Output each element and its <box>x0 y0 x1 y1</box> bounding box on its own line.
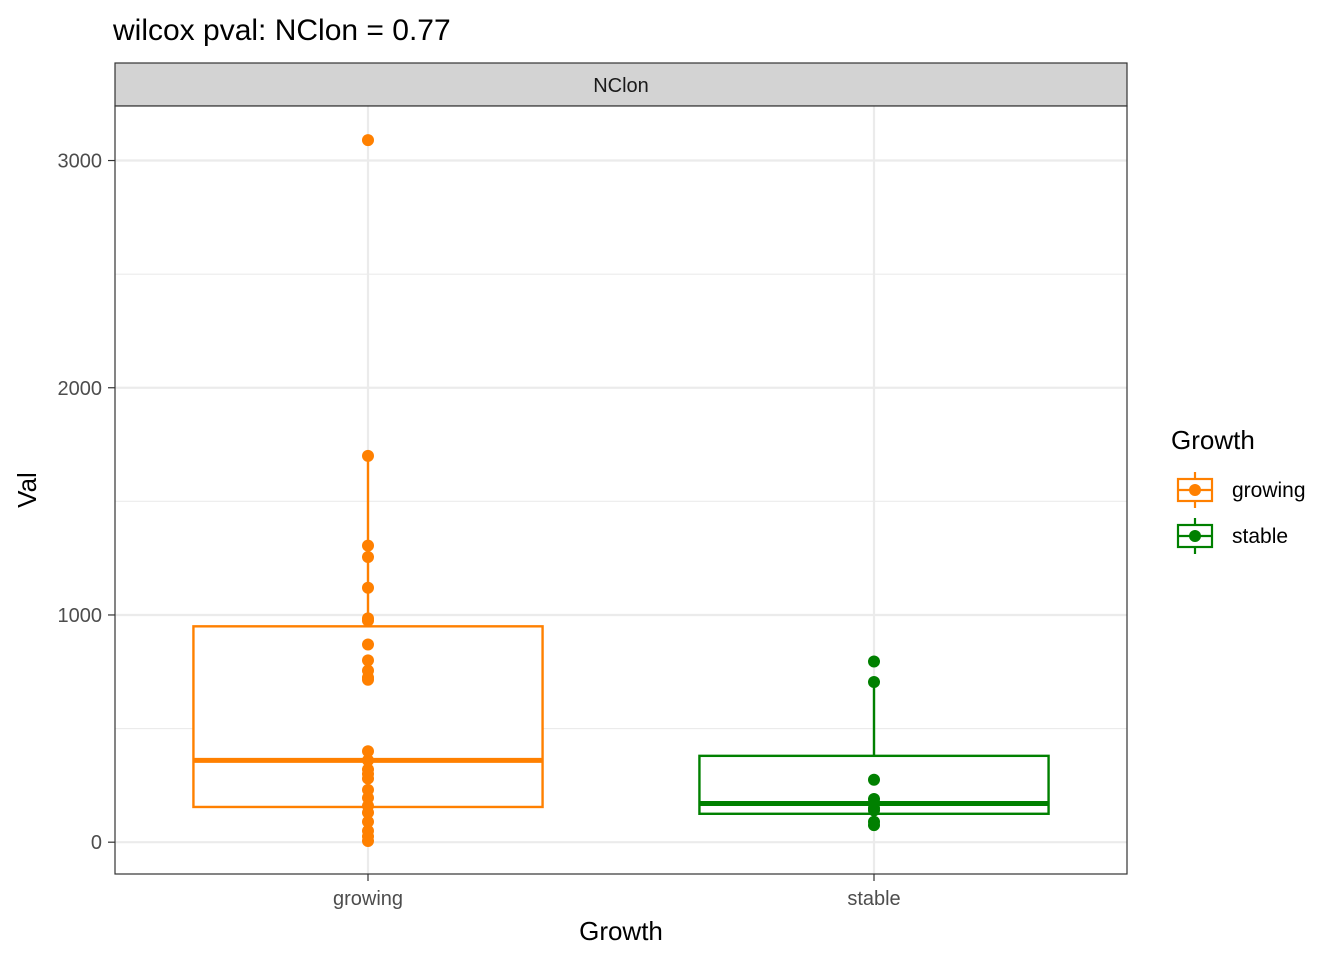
legend-label: stable <box>1232 525 1288 548</box>
chart-title: wilcox pval: NClon = 0.77 <box>112 14 451 47</box>
facet-label: NClon <box>593 75 649 97</box>
data-point <box>362 638 374 651</box>
box-group <box>698 655 1050 832</box>
data-point <box>362 654 374 667</box>
legend-label: growing <box>1232 479 1306 502</box>
legend-key <box>1176 472 1214 508</box>
data-point <box>362 806 374 819</box>
x-axis: growing stable <box>333 874 901 910</box>
data-point <box>362 581 374 594</box>
data-point <box>362 614 374 627</box>
x-tick-label: stable <box>847 888 900 910</box>
data-point <box>362 815 374 828</box>
x-axis-title: Growth <box>579 916 663 946</box>
y-axis-title: Val <box>12 472 42 508</box>
y-tick-label: 1000 <box>58 605 103 627</box>
data-point <box>362 551 374 564</box>
data-point <box>362 754 374 767</box>
data-point <box>868 676 880 688</box>
legend-key <box>1176 518 1214 554</box>
legend-title: Growth <box>1171 425 1255 455</box>
x-tick-label: growing <box>333 888 403 910</box>
y-tick-label: 2000 <box>58 378 103 400</box>
box-group <box>192 134 544 848</box>
data-point <box>362 673 374 686</box>
facet-strip <box>114 62 1128 107</box>
legend-key-point <box>1189 530 1201 542</box>
chart-marks <box>192 134 1050 848</box>
data-point <box>362 539 374 552</box>
data-point <box>868 819 880 832</box>
legend: Growth growing stable <box>1171 425 1306 554</box>
plot-panel-border <box>114 105 1128 875</box>
legend-key-point <box>1189 484 1201 496</box>
y-tick-label: 0 <box>91 832 102 854</box>
y-axis: 0 1000 2000 3000 <box>58 151 115 854</box>
data-point <box>868 804 880 817</box>
data-point <box>868 773 880 786</box>
data-point <box>362 134 374 147</box>
data-point <box>362 449 374 462</box>
y-tick-label: 3000 <box>58 151 103 173</box>
data-point <box>362 835 374 848</box>
data-point <box>362 772 374 785</box>
data-point <box>362 745 374 758</box>
data-point <box>868 655 880 668</box>
